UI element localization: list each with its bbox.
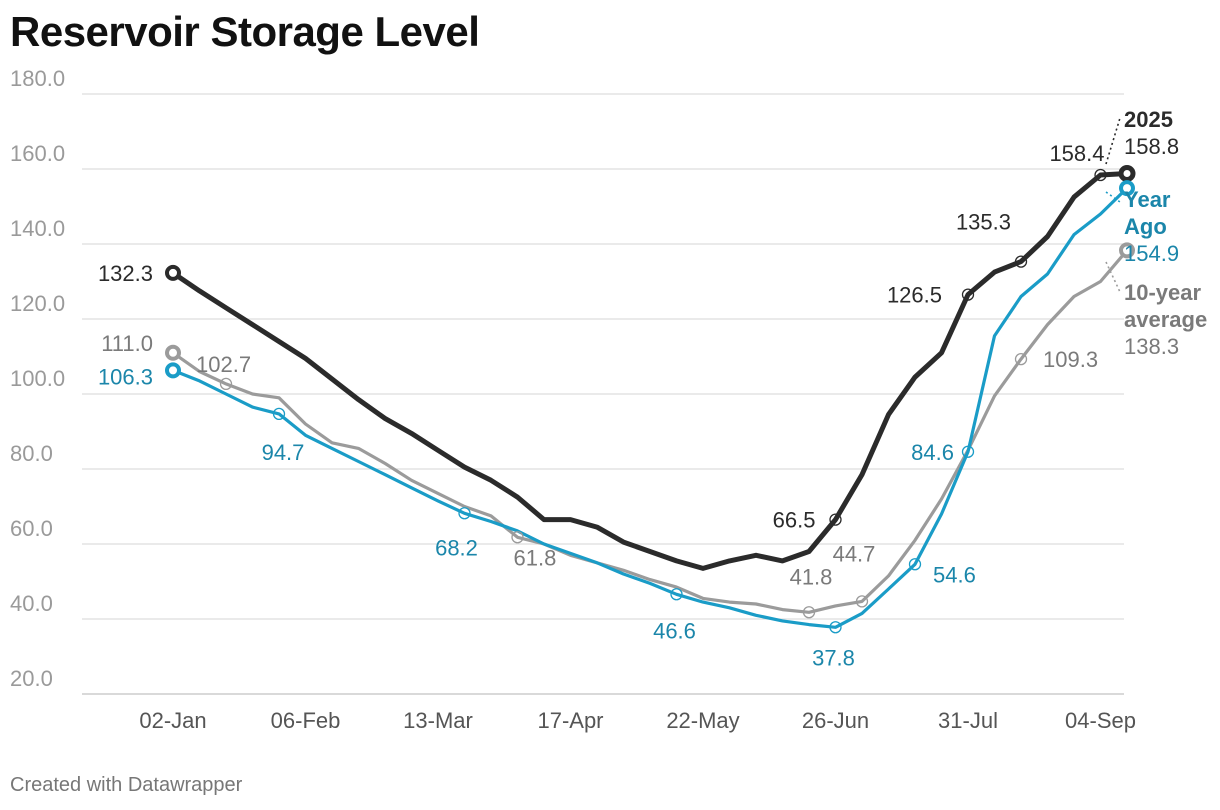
point-marker-10-year-average [1014,352,1028,366]
x-tick-label: 31-Jul [938,708,998,733]
point-marker-10-year-average [219,377,233,391]
end-marker-year-ago [1119,180,1135,197]
end-marker-10-year-average [1119,242,1135,259]
end-label-connector-10-year-average [1105,261,1121,293]
x-tick-label: 02-Jan [139,708,206,733]
data-label-10-year-average: 102.7 [196,352,251,377]
point-marker-2025 [829,513,842,526]
x-tick-label: 26-Jun [802,708,869,733]
x-tick-label: 04-Sep [1065,708,1136,733]
y-tick-label: 40.0 [10,591,53,616]
x-tick-label: 17-Apr [537,708,603,733]
point-marker-year-ago [670,588,683,601]
series-markers [165,165,1136,634]
start-marker-year-ago [165,362,181,379]
series-name-10-year-average: 10-year [1124,280,1202,305]
series-name-year-ago: Ago [1124,214,1167,239]
end-label-connector-2025 [1105,117,1121,165]
data-label-2025: 132.3 [98,261,153,286]
data-label-year-ago: 94.7 [262,440,305,465]
x-tick-label: 06-Feb [271,708,341,733]
end-marker-2025 [1118,165,1136,182]
data-label-2025: 158.4 [1049,141,1104,166]
series-line-2025 [170,171,1130,571]
series-lines [170,171,1130,629]
data-label-2025: 135.3 [956,210,1011,235]
y-tick-label: 60.0 [10,516,53,541]
data-label-2025: 66.5 [773,508,816,533]
series-line-10-year-average [171,248,1129,614]
y-tick-label: 140.0 [10,216,65,241]
x-tick-label: 22-May [666,708,739,733]
start-marker-10-year-average [165,344,181,361]
data-label-year-ago: 54.6 [933,562,976,587]
data-label-year-ago: 46.6 [653,618,696,643]
gridlines [82,93,1124,695]
data-label-10-year-average: 111.0 [101,331,153,356]
data-label-2025: 126.5 [887,283,942,308]
y-tick-label: 180.0 [10,66,65,91]
credit-footer: Created with Datawrapper [10,774,243,796]
point-marker-10-year-average [511,531,524,544]
y-tick-label: 80.0 [10,441,53,466]
series-end-value-year-ago: 154.9 [1124,241,1179,266]
series-name-year-ago: Year [1124,187,1171,212]
data-label-year-ago: 106.3 [98,364,153,389]
point-marker-10-year-average [855,595,869,608]
data-label-10-year-average: 109.3 [1043,347,1098,372]
point-marker-2025 [961,288,975,301]
y-tick-label: 160.0 [10,141,65,166]
series-line-year-ago [171,186,1129,629]
data-label-year-ago: 84.6 [911,440,954,465]
y-axis-ticks: 20.0 40.0 60.0 80.0 100.0 120.0 140.0 160.0 180.… [10,66,65,691]
y-tick-label: 100.0 [10,366,65,391]
data-labels: 132.3 66.5 126.5 135.3 158.4 106.3 94.7 68.2 46.… [98,141,1105,670]
data-label-10-year-average: 61.8 [514,545,557,570]
x-tick-label: 13-Mar [403,708,473,733]
point-marker-year-ago [829,621,842,634]
point-marker-2025 [1014,255,1028,268]
point-marker-2025 [1094,168,1107,182]
point-marker-year-ago [961,445,975,458]
x-axis-ticks: 02-Jan 06-Feb 13-Mar 17-Apr 22-May 26-Jun 31-J… [139,708,1136,733]
chart-area: 20.0 40.0 60.0 80.0 100.0 120.0 140.0 160.0 180.… [10,66,1207,733]
series-end-value-2025: 158.8 [1124,134,1179,159]
data-label-year-ago: 68.2 [435,535,478,560]
start-marker-2025 [165,264,181,281]
y-tick-label: 20.0 [10,666,53,691]
series-name-2025: 2025 [1124,107,1173,132]
point-marker-year-ago [458,507,471,520]
y-tick-label: 120.0 [10,291,65,316]
point-marker-10-year-average [802,606,816,619]
data-label-year-ago: 37.8 [812,645,855,670]
series-end-value-10-year-average: 138.3 [1124,334,1179,359]
data-label-10-year-average: 41.8 [790,564,833,589]
series-name-10-year-average: average [1124,307,1207,332]
chart-title: Reservoir Storage Level [10,8,480,55]
point-marker-year-ago [908,558,922,571]
point-marker-year-ago [272,407,286,421]
data-label-10-year-average: 44.7 [833,541,876,566]
